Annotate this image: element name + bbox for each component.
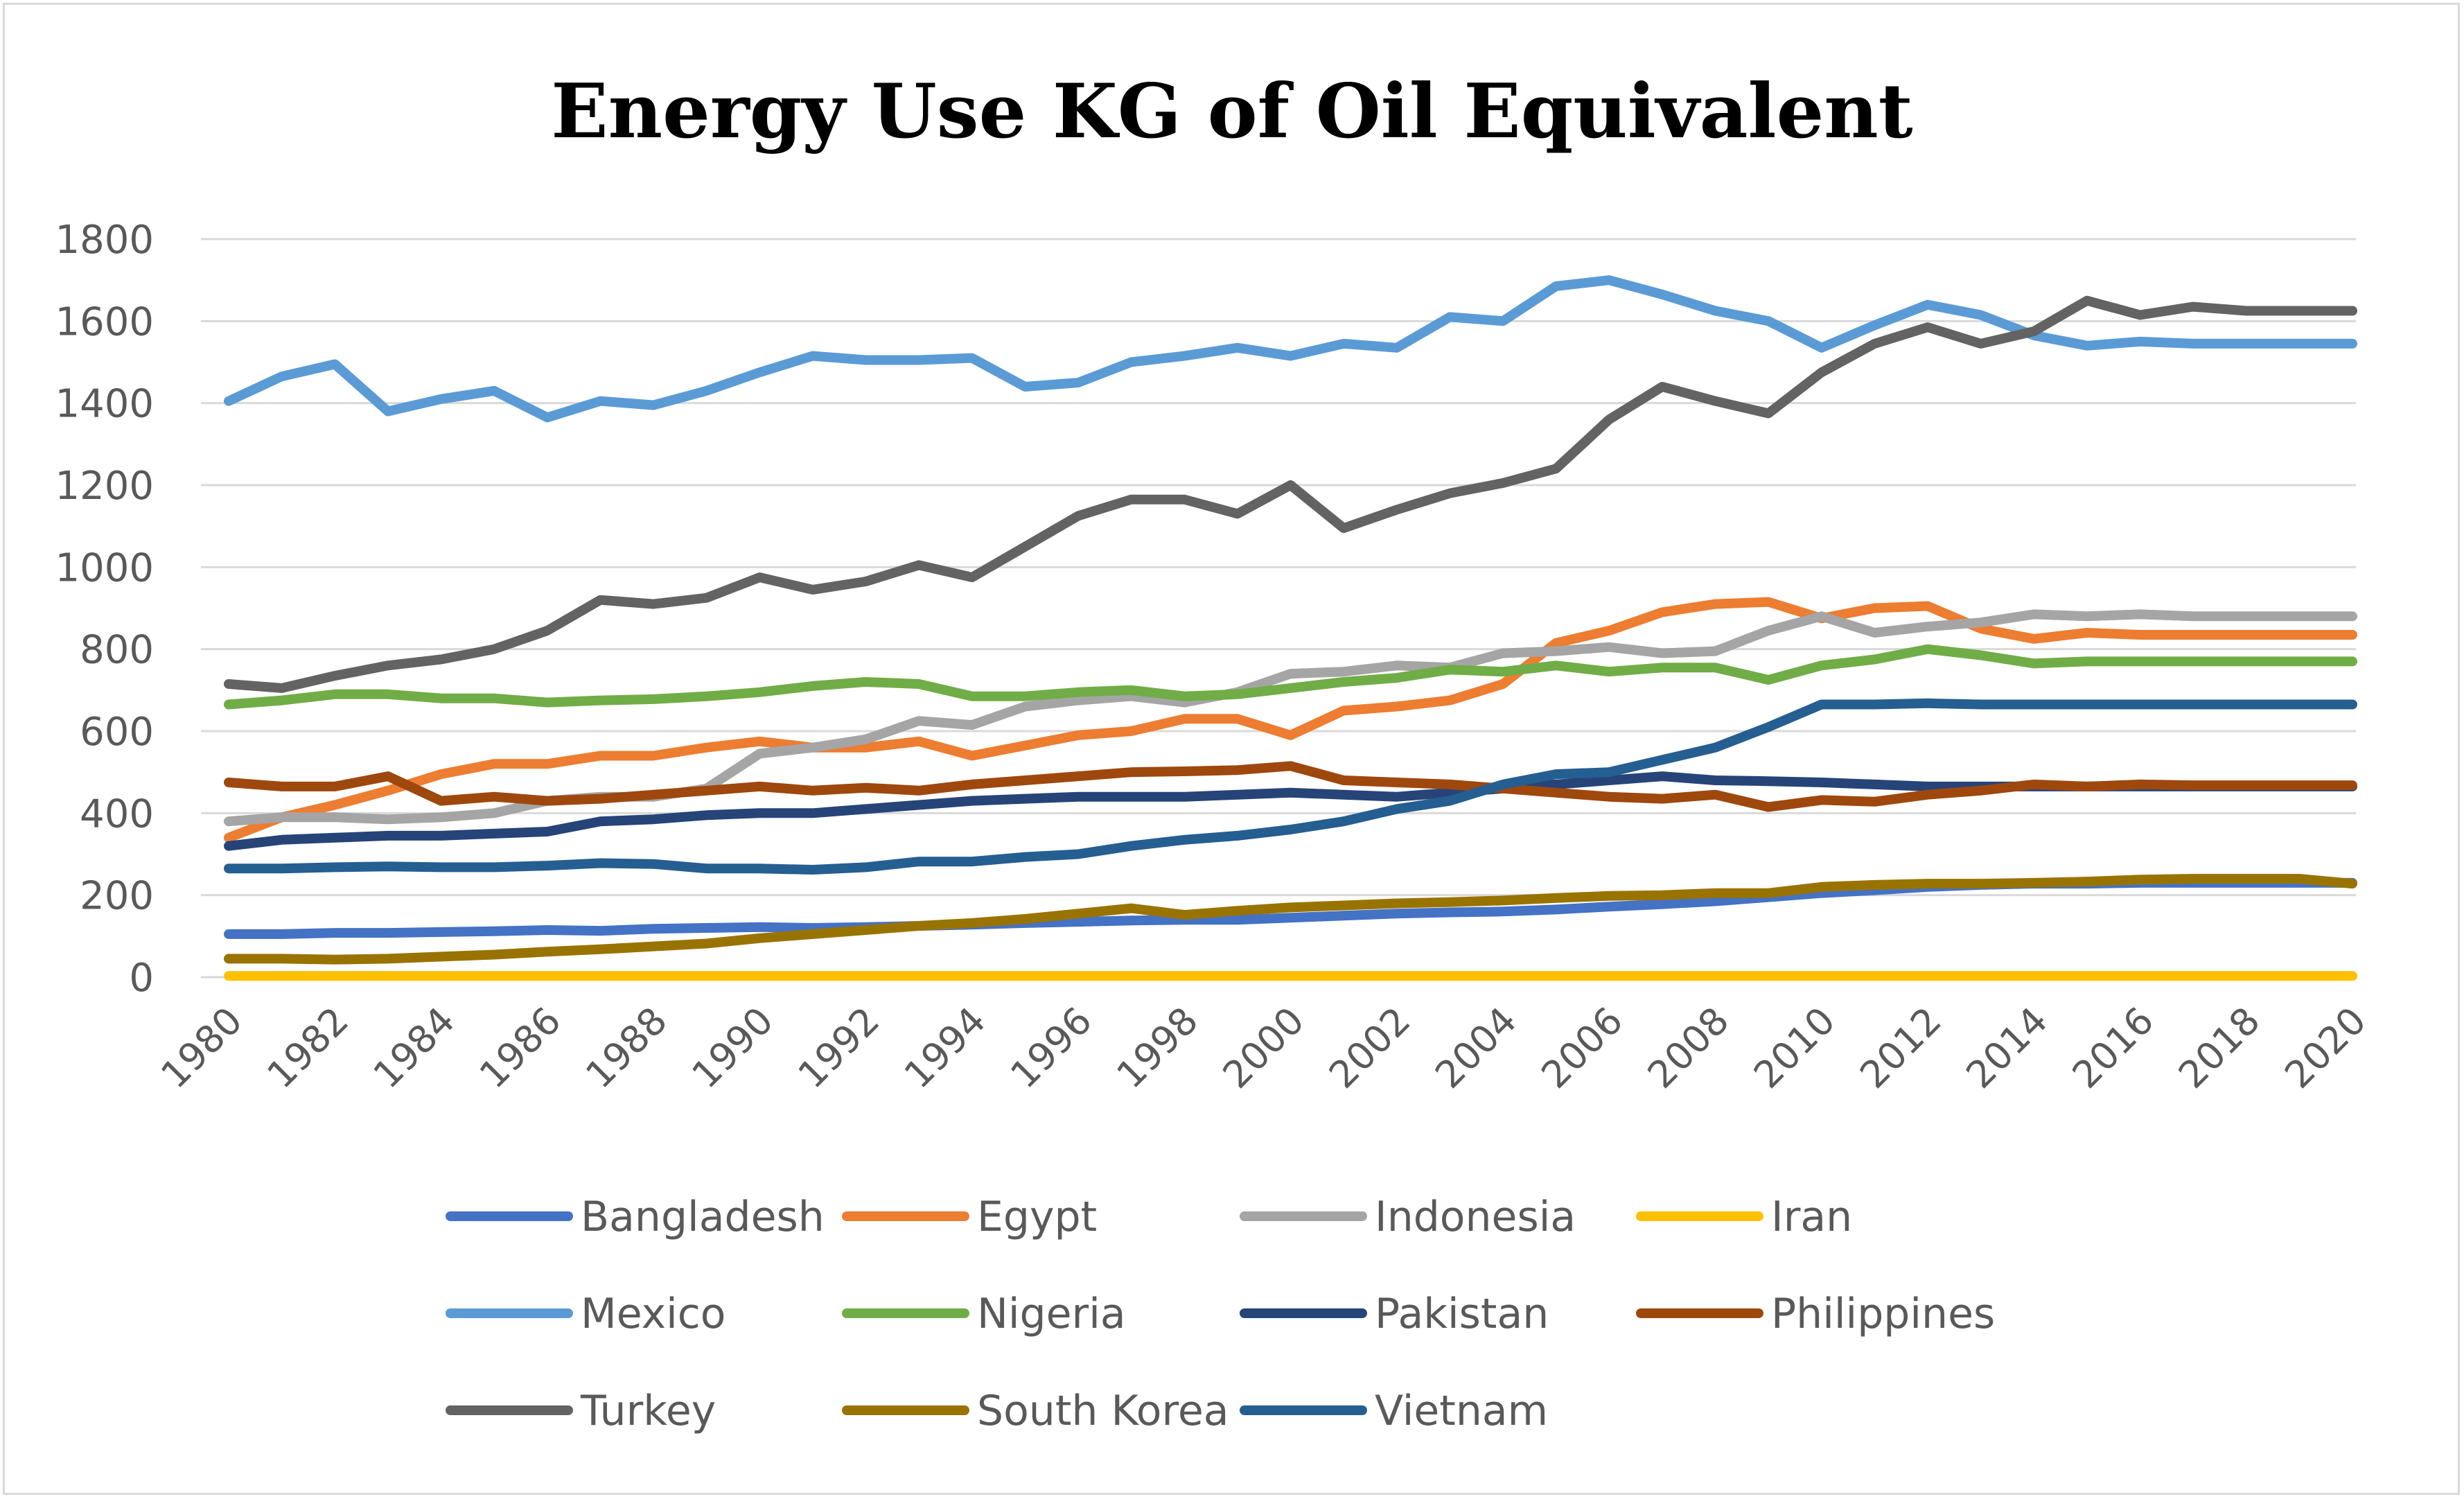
series-lines bbox=[224, 275, 2357, 981]
series-line-nigeria bbox=[224, 644, 2357, 710]
legend-label: South Korea bbox=[977, 1387, 1229, 1435]
legend-label: Indonesia bbox=[1375, 1193, 1576, 1241]
legend-item: South Korea bbox=[842, 1387, 1229, 1435]
legend-item: Indonesia bbox=[1240, 1193, 1576, 1241]
series-line-turkey bbox=[224, 295, 2357, 693]
y-tick-label: 1000 bbox=[55, 545, 154, 590]
y-tick-label: 200 bbox=[80, 874, 154, 919]
y-tick-label: 1400 bbox=[55, 382, 154, 427]
y-tick-label: 600 bbox=[80, 710, 154, 755]
y-tick-label: 400 bbox=[80, 791, 154, 836]
x-tick-label: 2012 bbox=[1851, 999, 1950, 1097]
legend-item: Philippines bbox=[1636, 1290, 1995, 1338]
x-tick-label: 2008 bbox=[1639, 999, 1738, 1097]
legend-label: Egypt bbox=[977, 1193, 1097, 1241]
y-tick-label: 1800 bbox=[55, 218, 154, 263]
x-tick-label: 2006 bbox=[1533, 999, 1631, 1097]
x-tick-label: 1996 bbox=[1002, 999, 1100, 1097]
x-tick-label: 1990 bbox=[683, 999, 782, 1097]
legend-label: Philippines bbox=[1771, 1290, 1995, 1338]
legend-label: Nigeria bbox=[977, 1290, 1126, 1338]
x-tick-label: 1982 bbox=[258, 999, 357, 1097]
legend-label: Iran bbox=[1771, 1193, 1852, 1241]
legend-label: Vietnam bbox=[1375, 1387, 1548, 1435]
legend-item: Mexico bbox=[446, 1290, 726, 1338]
legend-item: Pakistan bbox=[1240, 1290, 1549, 1338]
legend-item: Iran bbox=[1636, 1193, 1852, 1241]
legend-item: Nigeria bbox=[842, 1290, 1126, 1338]
series-line-vietnam bbox=[224, 698, 2357, 875]
x-tick-label: 1986 bbox=[471, 999, 570, 1097]
legend-label: Turkey bbox=[580, 1387, 716, 1435]
x-tick-label: 1980 bbox=[152, 999, 251, 1097]
x-tick-label: 1992 bbox=[790, 999, 888, 1097]
x-tick-label: 2002 bbox=[1321, 999, 1419, 1097]
y-tick-label: 1600 bbox=[55, 299, 154, 344]
x-tick-label: 1994 bbox=[896, 999, 994, 1097]
series-line-mexico bbox=[224, 275, 2357, 423]
series-line-philippines bbox=[224, 761, 2357, 812]
y-tick-label: 800 bbox=[80, 628, 154, 673]
x-tick-label: 2014 bbox=[1957, 999, 2056, 1097]
legend-label: Pakistan bbox=[1375, 1290, 1549, 1338]
x-tick-label: 2018 bbox=[2170, 999, 2269, 1097]
legend-item: Bangladesh bbox=[446, 1193, 825, 1241]
legend-item: Turkey bbox=[446, 1387, 716, 1435]
x-tick-label: 2000 bbox=[1215, 999, 1313, 1097]
x-tick-label: 2010 bbox=[1745, 999, 1844, 1097]
x-tick-label: 2016 bbox=[2064, 999, 2163, 1097]
x-tick-label: 1988 bbox=[577, 999, 676, 1097]
legend-label: Mexico bbox=[581, 1290, 726, 1338]
y-tick-label: 1200 bbox=[55, 464, 154, 509]
legend-label: Bangladesh bbox=[581, 1193, 825, 1241]
x-tick-label: 2004 bbox=[1427, 999, 1525, 1097]
x-tick-label: 2020 bbox=[2276, 999, 2375, 1097]
chart-title: Energy Use KG of Oil Equivalent bbox=[551, 68, 1913, 155]
y-tick-label: 0 bbox=[129, 956, 154, 1001]
x-tick-label: 1998 bbox=[1108, 999, 1206, 1097]
chart-frame bbox=[3, 3, 2460, 1495]
y-axis-ticks: 0 200 400 600 800 1000 1200 1400 1600 1800 bbox=[55, 218, 154, 1001]
x-axis-ticks: 1980 1982 1984 1986 1988 1990 1992 1994 1996 1998… bbox=[152, 999, 2375, 1097]
legend-item: Egypt bbox=[842, 1193, 1097, 1241]
series-line-south-korea bbox=[224, 874, 2357, 965]
x-tick-label: 1984 bbox=[365, 999, 464, 1097]
legend-item: Vietnam bbox=[1240, 1387, 1548, 1435]
series-line-egypt bbox=[224, 597, 2357, 843]
legend: Bangladesh Egypt Indonesia Iran Mexico Nigeri… bbox=[446, 1193, 1995, 1435]
